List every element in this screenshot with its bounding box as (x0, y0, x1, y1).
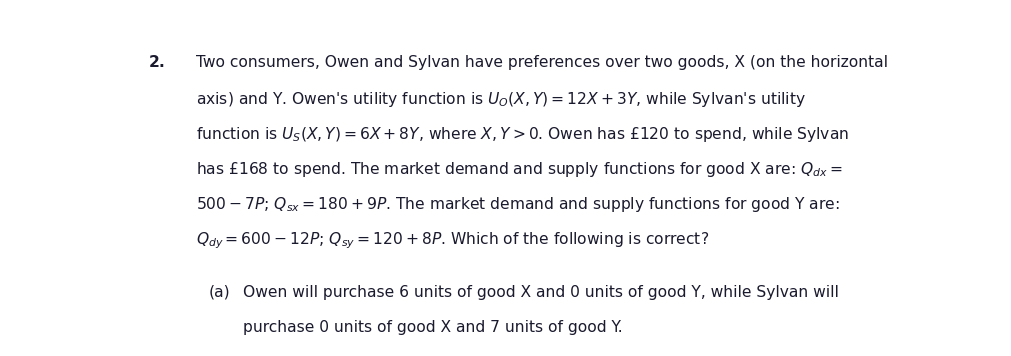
Text: $500 - 7P$; $Q_{sx} = 180 + 9P$. The market demand and supply functions for good: $500 - 7P$; $Q_{sx} = 180 + 9P$. The mar… (195, 195, 838, 214)
Text: function is $U_{\mathit{S}}(X, Y) = 6X + 8Y$, where $X, Y > 0$. Owen has £120 to: function is $U_{\mathit{S}}(X, Y) = 6X +… (195, 125, 848, 144)
Text: Two consumers, Owen and Sylvan have preferences over two goods, X (on the horizo: Two consumers, Owen and Sylvan have pref… (195, 55, 887, 70)
Text: 2.: 2. (149, 55, 165, 70)
Text: Owen will purchase 6 units of good X and 0 units of good Y, while Sylvan will: Owen will purchase 6 units of good X and… (243, 285, 838, 300)
Text: $Q_{dy} = 600 - 12P$; $Q_{sy} = 120 + 8P$. Which of the following is correct?: $Q_{dy} = 600 - 12P$; $Q_{sy} = 120 + 8P… (195, 230, 708, 251)
Text: (a): (a) (208, 285, 231, 300)
Text: purchase 0 units of good X and 7 units of good Y.: purchase 0 units of good X and 7 units o… (243, 320, 622, 335)
Text: axis) and Y. Owen's utility function is $U_{\mathit{O}}(X, Y) = 12X + 3Y$, while: axis) and Y. Owen's utility function is … (195, 90, 805, 109)
Text: has £168 to spend. The market demand and supply functions for good X are: $Q_{dx: has £168 to spend. The market demand and… (195, 160, 841, 179)
